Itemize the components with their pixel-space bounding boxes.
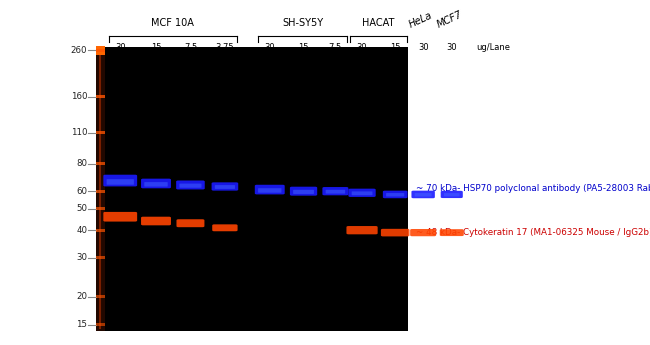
Bar xyxy=(96,46,105,55)
FancyBboxPatch shape xyxy=(348,189,376,197)
Bar xyxy=(96,256,105,259)
Text: 15: 15 xyxy=(76,320,87,329)
FancyBboxPatch shape xyxy=(293,190,314,194)
Text: 260: 260 xyxy=(71,46,87,55)
Text: 50: 50 xyxy=(76,204,87,213)
Text: 30: 30 xyxy=(447,43,457,52)
Text: 110: 110 xyxy=(71,128,87,137)
Text: 160: 160 xyxy=(71,92,87,101)
FancyBboxPatch shape xyxy=(144,182,168,187)
FancyBboxPatch shape xyxy=(258,188,281,193)
FancyBboxPatch shape xyxy=(179,184,202,188)
FancyBboxPatch shape xyxy=(176,219,204,227)
Text: ~ 48 kDa- Cytokeratin 17 (MA1-06325 Mouse / IgG2b)-568nm: ~ 48 kDa- Cytokeratin 17 (MA1-06325 Mous… xyxy=(416,228,650,237)
Text: 15: 15 xyxy=(390,43,400,52)
Text: ug/Lane: ug/Lane xyxy=(476,43,510,52)
Text: 60: 60 xyxy=(76,187,87,196)
Text: ~ 70 kDa- HSP70 polyclonal antibody (PA5-28003 Rabbit / IgG)-800 nm: ~ 70 kDa- HSP70 polyclonal antibody (PA5… xyxy=(416,184,650,193)
Text: MCF 10A: MCF 10A xyxy=(151,18,194,28)
FancyBboxPatch shape xyxy=(346,226,378,234)
FancyBboxPatch shape xyxy=(212,224,237,231)
Text: SH-SY5Y: SH-SY5Y xyxy=(282,18,323,28)
FancyBboxPatch shape xyxy=(415,193,432,197)
Bar xyxy=(96,207,105,210)
Text: 20: 20 xyxy=(76,292,87,302)
FancyBboxPatch shape xyxy=(444,193,460,196)
Text: 30: 30 xyxy=(115,43,125,52)
Text: 15: 15 xyxy=(298,43,309,52)
Bar xyxy=(96,162,105,165)
FancyBboxPatch shape xyxy=(410,229,436,236)
FancyBboxPatch shape xyxy=(141,217,171,225)
FancyBboxPatch shape xyxy=(411,191,435,198)
Text: HeLa: HeLa xyxy=(408,10,434,29)
Text: 30: 30 xyxy=(76,253,87,262)
Text: 7.5: 7.5 xyxy=(184,43,197,52)
Text: HACAT: HACAT xyxy=(363,18,395,28)
Text: 3.75: 3.75 xyxy=(216,43,234,52)
FancyBboxPatch shape xyxy=(211,183,238,191)
Text: 7.5: 7.5 xyxy=(329,43,342,52)
FancyBboxPatch shape xyxy=(255,185,285,195)
FancyBboxPatch shape xyxy=(441,191,463,198)
Bar xyxy=(96,229,105,231)
FancyBboxPatch shape xyxy=(214,185,235,189)
FancyBboxPatch shape xyxy=(439,229,464,236)
Bar xyxy=(96,131,105,134)
Bar xyxy=(96,323,105,326)
FancyBboxPatch shape xyxy=(352,191,372,195)
Text: 80: 80 xyxy=(76,159,87,168)
Bar xyxy=(96,47,408,331)
Text: 15: 15 xyxy=(151,43,161,52)
Text: 30: 30 xyxy=(357,43,367,52)
FancyBboxPatch shape xyxy=(290,187,317,196)
Bar xyxy=(96,47,105,331)
FancyBboxPatch shape xyxy=(383,191,408,198)
Bar xyxy=(96,49,105,51)
FancyBboxPatch shape xyxy=(141,179,171,188)
Text: 40: 40 xyxy=(76,226,87,235)
FancyBboxPatch shape xyxy=(176,180,205,189)
Bar xyxy=(96,190,105,193)
Bar xyxy=(96,295,105,298)
FancyBboxPatch shape xyxy=(386,193,404,197)
FancyBboxPatch shape xyxy=(326,190,345,194)
Bar xyxy=(96,96,105,98)
Text: 30: 30 xyxy=(265,43,275,52)
FancyBboxPatch shape xyxy=(381,229,410,236)
FancyBboxPatch shape xyxy=(103,212,137,221)
FancyBboxPatch shape xyxy=(107,179,134,185)
FancyBboxPatch shape xyxy=(103,175,137,186)
FancyBboxPatch shape xyxy=(322,187,348,195)
Text: 30: 30 xyxy=(418,43,428,52)
Text: MCF7: MCF7 xyxy=(436,9,464,30)
